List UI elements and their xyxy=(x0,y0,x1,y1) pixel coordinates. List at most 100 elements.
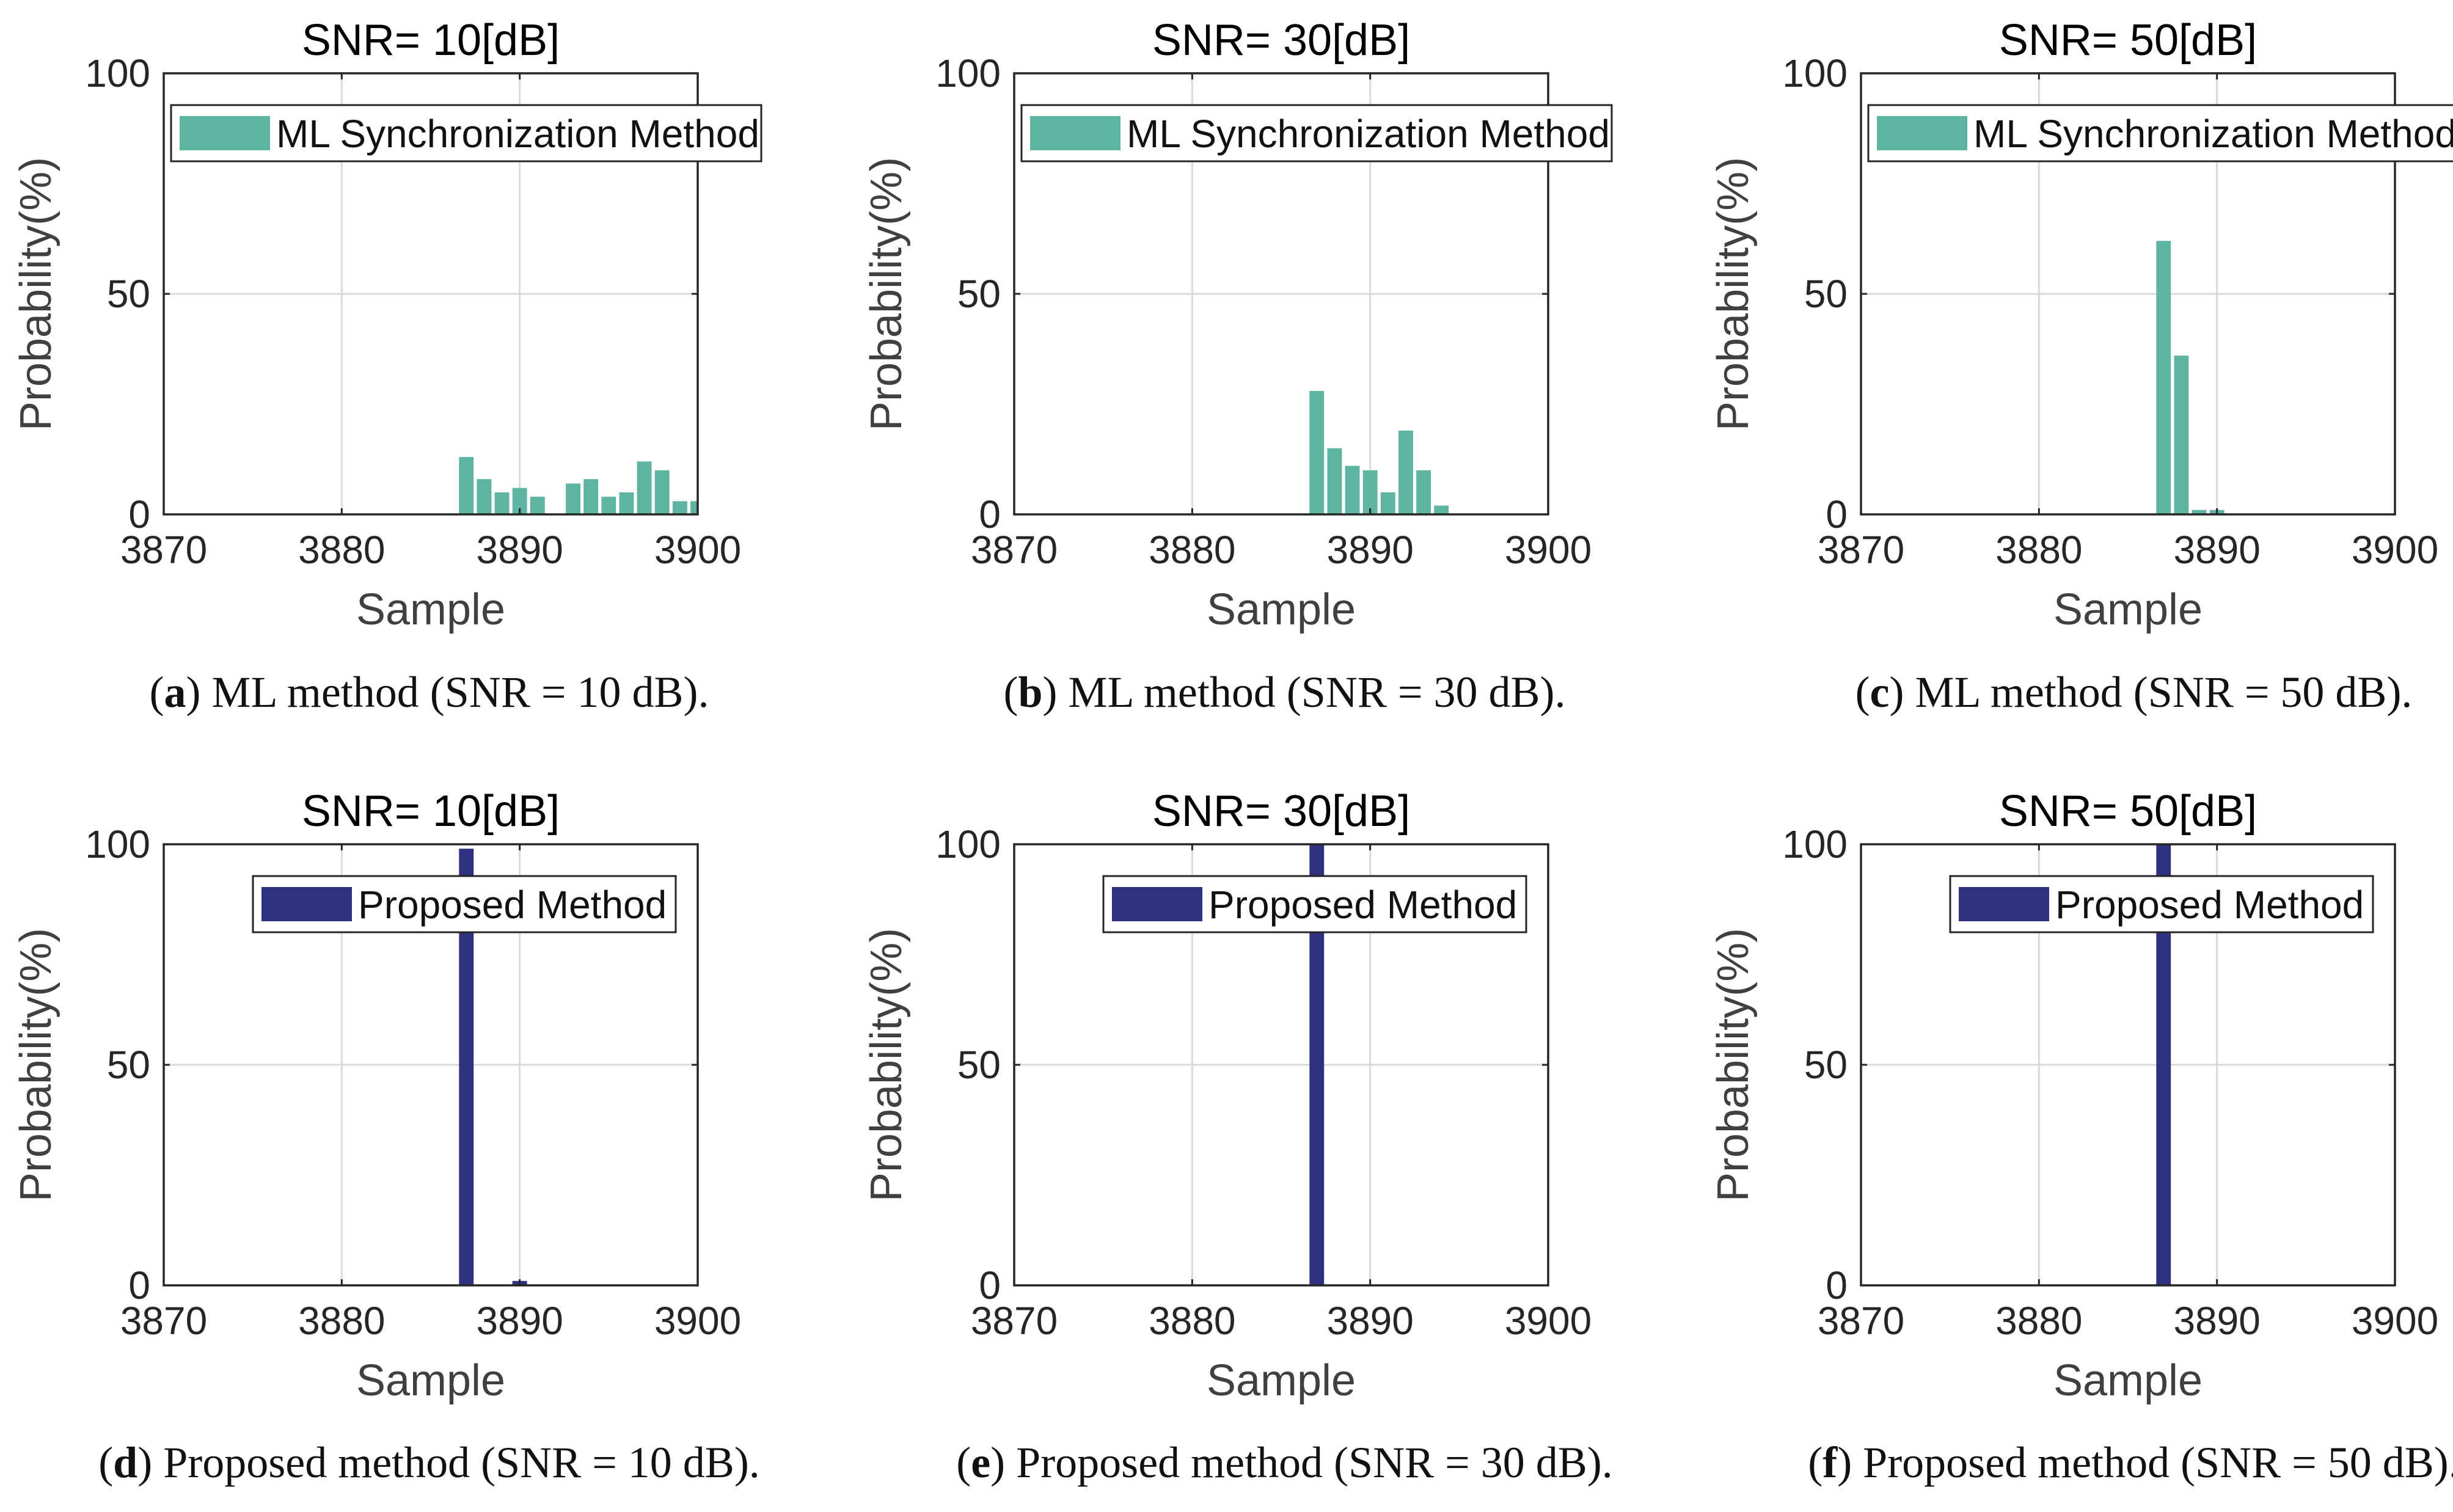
bar xyxy=(530,497,545,514)
x-tick-label: 3890 xyxy=(476,1299,563,1343)
legend: Proposed Method xyxy=(252,875,677,933)
bar xyxy=(2156,241,2171,514)
caption-letter: a xyxy=(164,668,186,717)
caption-c: (c) ML method (SNR = 50 dB). xyxy=(1855,668,2413,717)
x-tick-label: 3900 xyxy=(654,528,741,572)
bar xyxy=(477,479,492,514)
x-tick-label: 3900 xyxy=(1505,1299,1592,1343)
x-tick-label: 3900 xyxy=(2352,528,2438,572)
x-tick-label: 3890 xyxy=(2173,1299,2260,1343)
legend-label: Proposed Method xyxy=(2055,883,2364,927)
x-tick-label: 3890 xyxy=(476,528,563,572)
x-tick-label: 3890 xyxy=(1326,528,1413,572)
chart-panel-f: 3870 3880 3890 3900 0 50 100 SNR= 50[dB] Sample P… xyxy=(1709,787,2438,1405)
caption-text: ) ML method (SNR = 10 dB). xyxy=(186,668,709,717)
bar xyxy=(583,479,599,514)
y-axis-label: Probability(%) xyxy=(1709,157,1758,431)
x-tick-label: 3900 xyxy=(654,1299,741,1343)
bar xyxy=(2156,844,2171,1285)
x-tick-label: 3880 xyxy=(1149,1299,1235,1343)
caption-letter: f xyxy=(1822,1438,1838,1487)
chart-panel-d: 3870 3880 3890 3900 0 50 100 SNR= 10[dB] Sample P… xyxy=(12,787,741,1405)
x-axis-label: Sample xyxy=(1207,1356,1356,1405)
x-tick-label: 3880 xyxy=(1995,1299,2082,1343)
bar xyxy=(1327,448,1342,514)
bar xyxy=(690,501,698,514)
legend-label: Proposed Method xyxy=(358,883,667,927)
legend-swatch xyxy=(1030,116,1120,150)
y-tick-label: 50 xyxy=(957,1043,1001,1087)
x-tick-label: 3870 xyxy=(120,528,207,572)
bar xyxy=(1309,390,1325,514)
x-axis-label: Sample xyxy=(2053,585,2203,634)
y-axis-label: Probability(%) xyxy=(12,928,60,1202)
bar xyxy=(1362,470,1378,514)
y-tick-label: 50 xyxy=(1804,1043,1848,1087)
y-tick-label: 0 xyxy=(128,1263,150,1307)
chart-title: SNR= 50[dB] xyxy=(1999,787,2257,836)
bar xyxy=(1380,492,1395,514)
caption-letter: b xyxy=(1018,668,1043,717)
legend: Proposed Method xyxy=(1102,875,1527,933)
x-tick-label: 3890 xyxy=(1326,1299,1413,1343)
legend-label: ML Synchronization Method xyxy=(1127,112,1610,156)
caption-letter: e xyxy=(971,1438,991,1487)
y-tick-label: 50 xyxy=(1804,272,1848,316)
chart-title: SNR= 10[dB] xyxy=(302,787,560,836)
legend-label: ML Synchronization Method xyxy=(1973,112,2453,156)
x-axis-label: Sample xyxy=(356,585,505,634)
y-tick-label: 50 xyxy=(107,1043,150,1087)
chart-title: SNR= 10[dB] xyxy=(302,16,560,65)
chart-title: SNR= 30[dB] xyxy=(1152,787,1410,836)
y-tick-label: 100 xyxy=(1782,822,1848,866)
y-axis-label: Probability(%) xyxy=(862,928,911,1202)
x-tick-label: 3870 xyxy=(1818,528,1904,572)
bar xyxy=(601,497,616,514)
y-tick-label: 50 xyxy=(957,272,1001,316)
y-tick-label: 100 xyxy=(935,822,1001,866)
y-tick-label: 100 xyxy=(935,51,1001,95)
chart-panel-a: 3870 3880 3890 3900 0 50 100 SNR= 10[dB] Sample P… xyxy=(12,16,762,634)
caption-text: ) Proposed method (SNR = 30 dB). xyxy=(990,1438,1613,1487)
x-axis-label: Sample xyxy=(1207,585,1356,634)
y-tick-label: 100 xyxy=(85,822,150,866)
legend-label: Proposed Method xyxy=(1208,883,1517,927)
bar xyxy=(672,501,687,514)
x-tick-label: 3870 xyxy=(971,1299,1058,1343)
y-tick-label: 100 xyxy=(85,51,150,95)
x-tick-label: 3880 xyxy=(298,1299,385,1343)
x-tick-label: 3880 xyxy=(1995,528,2082,572)
bar xyxy=(1398,430,1413,514)
chart-panel-e: 3870 3880 3890 3900 0 50 100 SNR= 30[dB] Sample P… xyxy=(862,787,1592,1405)
y-tick-label: 50 xyxy=(107,272,150,316)
x-tick-label: 3870 xyxy=(971,528,1058,572)
bar xyxy=(1345,466,1360,514)
legend-label: ML Synchronization Method xyxy=(276,112,759,156)
bar xyxy=(1416,470,1431,514)
x-axis-label: Sample xyxy=(356,1356,505,1405)
caption-letter: d xyxy=(113,1438,138,1487)
y-axis-label: Probability(%) xyxy=(862,157,911,431)
legend-swatch xyxy=(1112,887,1202,921)
bar xyxy=(2174,356,2189,514)
legend: ML Synchronization Method xyxy=(1867,104,2453,163)
caption-e: (e) Proposed method (SNR = 30 dB). xyxy=(956,1438,1613,1487)
chart-title: SNR= 50[dB] xyxy=(1999,16,2257,65)
bar xyxy=(494,492,510,514)
caption-text: ) Proposed method (SNR = 50 dB). xyxy=(1837,1438,2453,1487)
bar xyxy=(459,849,474,1285)
caption-a: (a) ML method (SNR = 10 dB). xyxy=(149,668,709,717)
caption-text: ) ML method (SNR = 50 dB). xyxy=(1889,668,2413,717)
y-tick-label: 0 xyxy=(128,492,150,536)
x-tick-label: 3870 xyxy=(120,1299,207,1343)
bar xyxy=(1434,505,1449,514)
x-tick-label: 3900 xyxy=(1505,528,1592,572)
x-tick-label: 3880 xyxy=(1149,528,1235,572)
legend-swatch xyxy=(1959,887,2049,921)
bar xyxy=(566,483,581,514)
y-tick-label: 100 xyxy=(1782,51,1848,95)
legend-swatch xyxy=(1877,116,1967,150)
x-tick-label: 3870 xyxy=(1818,1299,1904,1343)
